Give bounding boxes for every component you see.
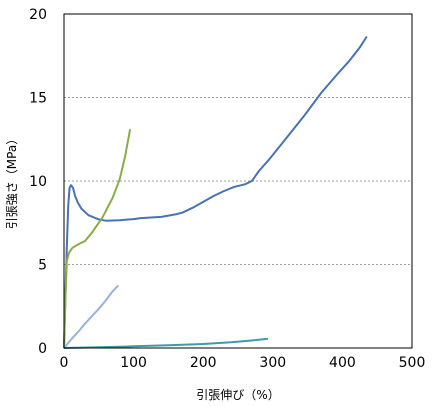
- series-line-4: [63, 337, 269, 349]
- x-tick-label: 400: [329, 355, 356, 371]
- gridlines: [64, 97, 412, 265]
- y-tick-label: 10: [29, 174, 47, 190]
- series-group: [63, 35, 368, 349]
- x-axis-title: 引張伸び（%）: [196, 388, 279, 402]
- x-tick-label: 200: [190, 355, 217, 371]
- y-tick-label: 5: [38, 258, 47, 274]
- x-tick-label: 500: [399, 355, 426, 371]
- x-tick-label: 0: [60, 355, 69, 371]
- y-axis-title: 引張強さ（MPa）: [5, 133, 19, 229]
- series-line-3: [63, 284, 120, 349]
- x-tick-label: 100: [120, 355, 147, 371]
- series-line-1: [63, 35, 368, 349]
- plot-frame: [63, 13, 413, 349]
- x-tick-label: 300: [259, 355, 286, 371]
- y-tick-label: 0: [38, 341, 47, 357]
- y-tick-label: 20: [29, 7, 47, 23]
- series-line-2: [63, 129, 132, 349]
- y-axis-ticks: 0 5 10 15 20: [29, 7, 47, 357]
- y-tick-label: 15: [29, 91, 47, 107]
- x-axis-ticks: 0 100 200 300 400 500: [60, 355, 426, 371]
